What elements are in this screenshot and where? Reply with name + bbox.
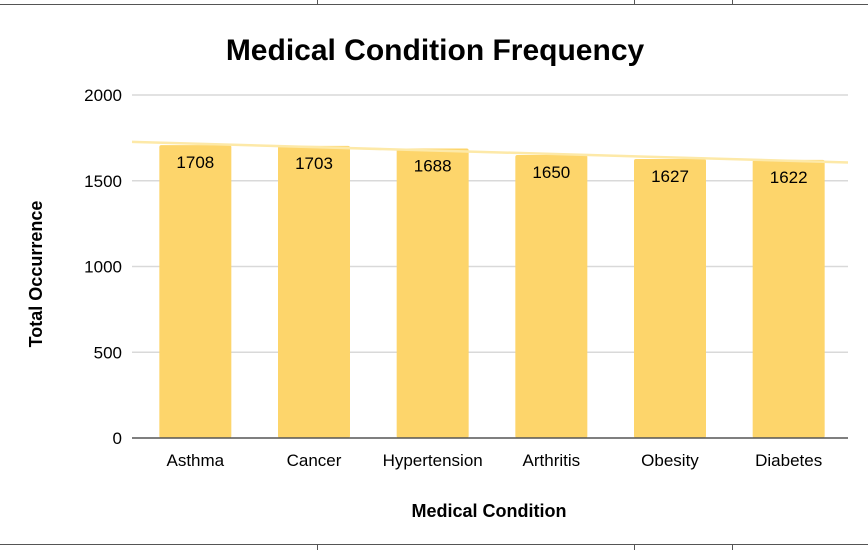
frame-tick xyxy=(634,545,635,550)
bar-cancer xyxy=(278,145,350,439)
data-label: 1627 xyxy=(651,167,689,186)
gridlines xyxy=(132,94,848,353)
data-label: 1622 xyxy=(770,168,808,187)
frame-tick xyxy=(732,545,733,550)
data-label: 1708 xyxy=(176,153,214,172)
bar-hypertension xyxy=(396,148,469,438)
data-labels: 1708 1703 1688 1650 1627 1622 xyxy=(176,153,807,187)
x-tick-label: Diabetes xyxy=(755,451,822,470)
y-tick-label: 2000 xyxy=(84,86,122,105)
bars xyxy=(159,145,825,439)
x-tick-label: Arthritis xyxy=(523,451,581,470)
y-axis-ticks: 0 500 1000 1500 2000 xyxy=(84,86,122,448)
frame-tick xyxy=(732,0,733,5)
bar-arthritis xyxy=(515,155,588,438)
x-tick-label: Obesity xyxy=(641,451,699,470)
y-tick-label: 0 xyxy=(113,429,122,448)
frame-tick xyxy=(634,0,635,5)
bar-diabetes xyxy=(752,159,825,438)
frame-top-border xyxy=(0,0,868,5)
x-axis-label: Medical Condition xyxy=(412,501,567,521)
x-tick-label: Cancer xyxy=(287,451,342,470)
data-label: 1688 xyxy=(414,157,452,176)
y-axis-label: Total Occurrence xyxy=(26,201,46,348)
y-tick-label: 1500 xyxy=(84,172,122,191)
y-tick-label: 500 xyxy=(94,343,122,362)
y-tick-label: 1000 xyxy=(84,258,122,277)
frame-tick xyxy=(317,545,318,550)
trendline xyxy=(131,140,849,164)
x-axis-ticks: Asthma Cancer Hypertension Arthritis Obesity… xyxy=(167,451,823,470)
x-tick-label: Asthma xyxy=(167,451,225,470)
x-tick-label: Hypertension xyxy=(383,451,483,470)
data-label: 1650 xyxy=(532,163,570,182)
frame-bottom-border xyxy=(0,544,868,550)
data-label: 1703 xyxy=(295,154,333,173)
trendline-layer xyxy=(131,140,849,164)
bar-asthma xyxy=(159,145,232,438)
frame-tick xyxy=(317,0,318,5)
chart-title: Medical Condition Frequency xyxy=(226,34,645,67)
bar-obesity xyxy=(634,158,706,439)
